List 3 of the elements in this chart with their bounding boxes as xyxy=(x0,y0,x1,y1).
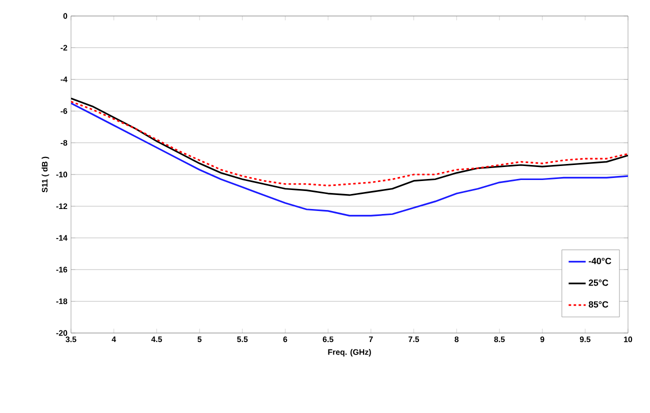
legend-label: 85°C xyxy=(588,301,608,308)
legend-label: -40°C xyxy=(588,258,612,264)
legend-label: 25°C xyxy=(588,280,608,286)
